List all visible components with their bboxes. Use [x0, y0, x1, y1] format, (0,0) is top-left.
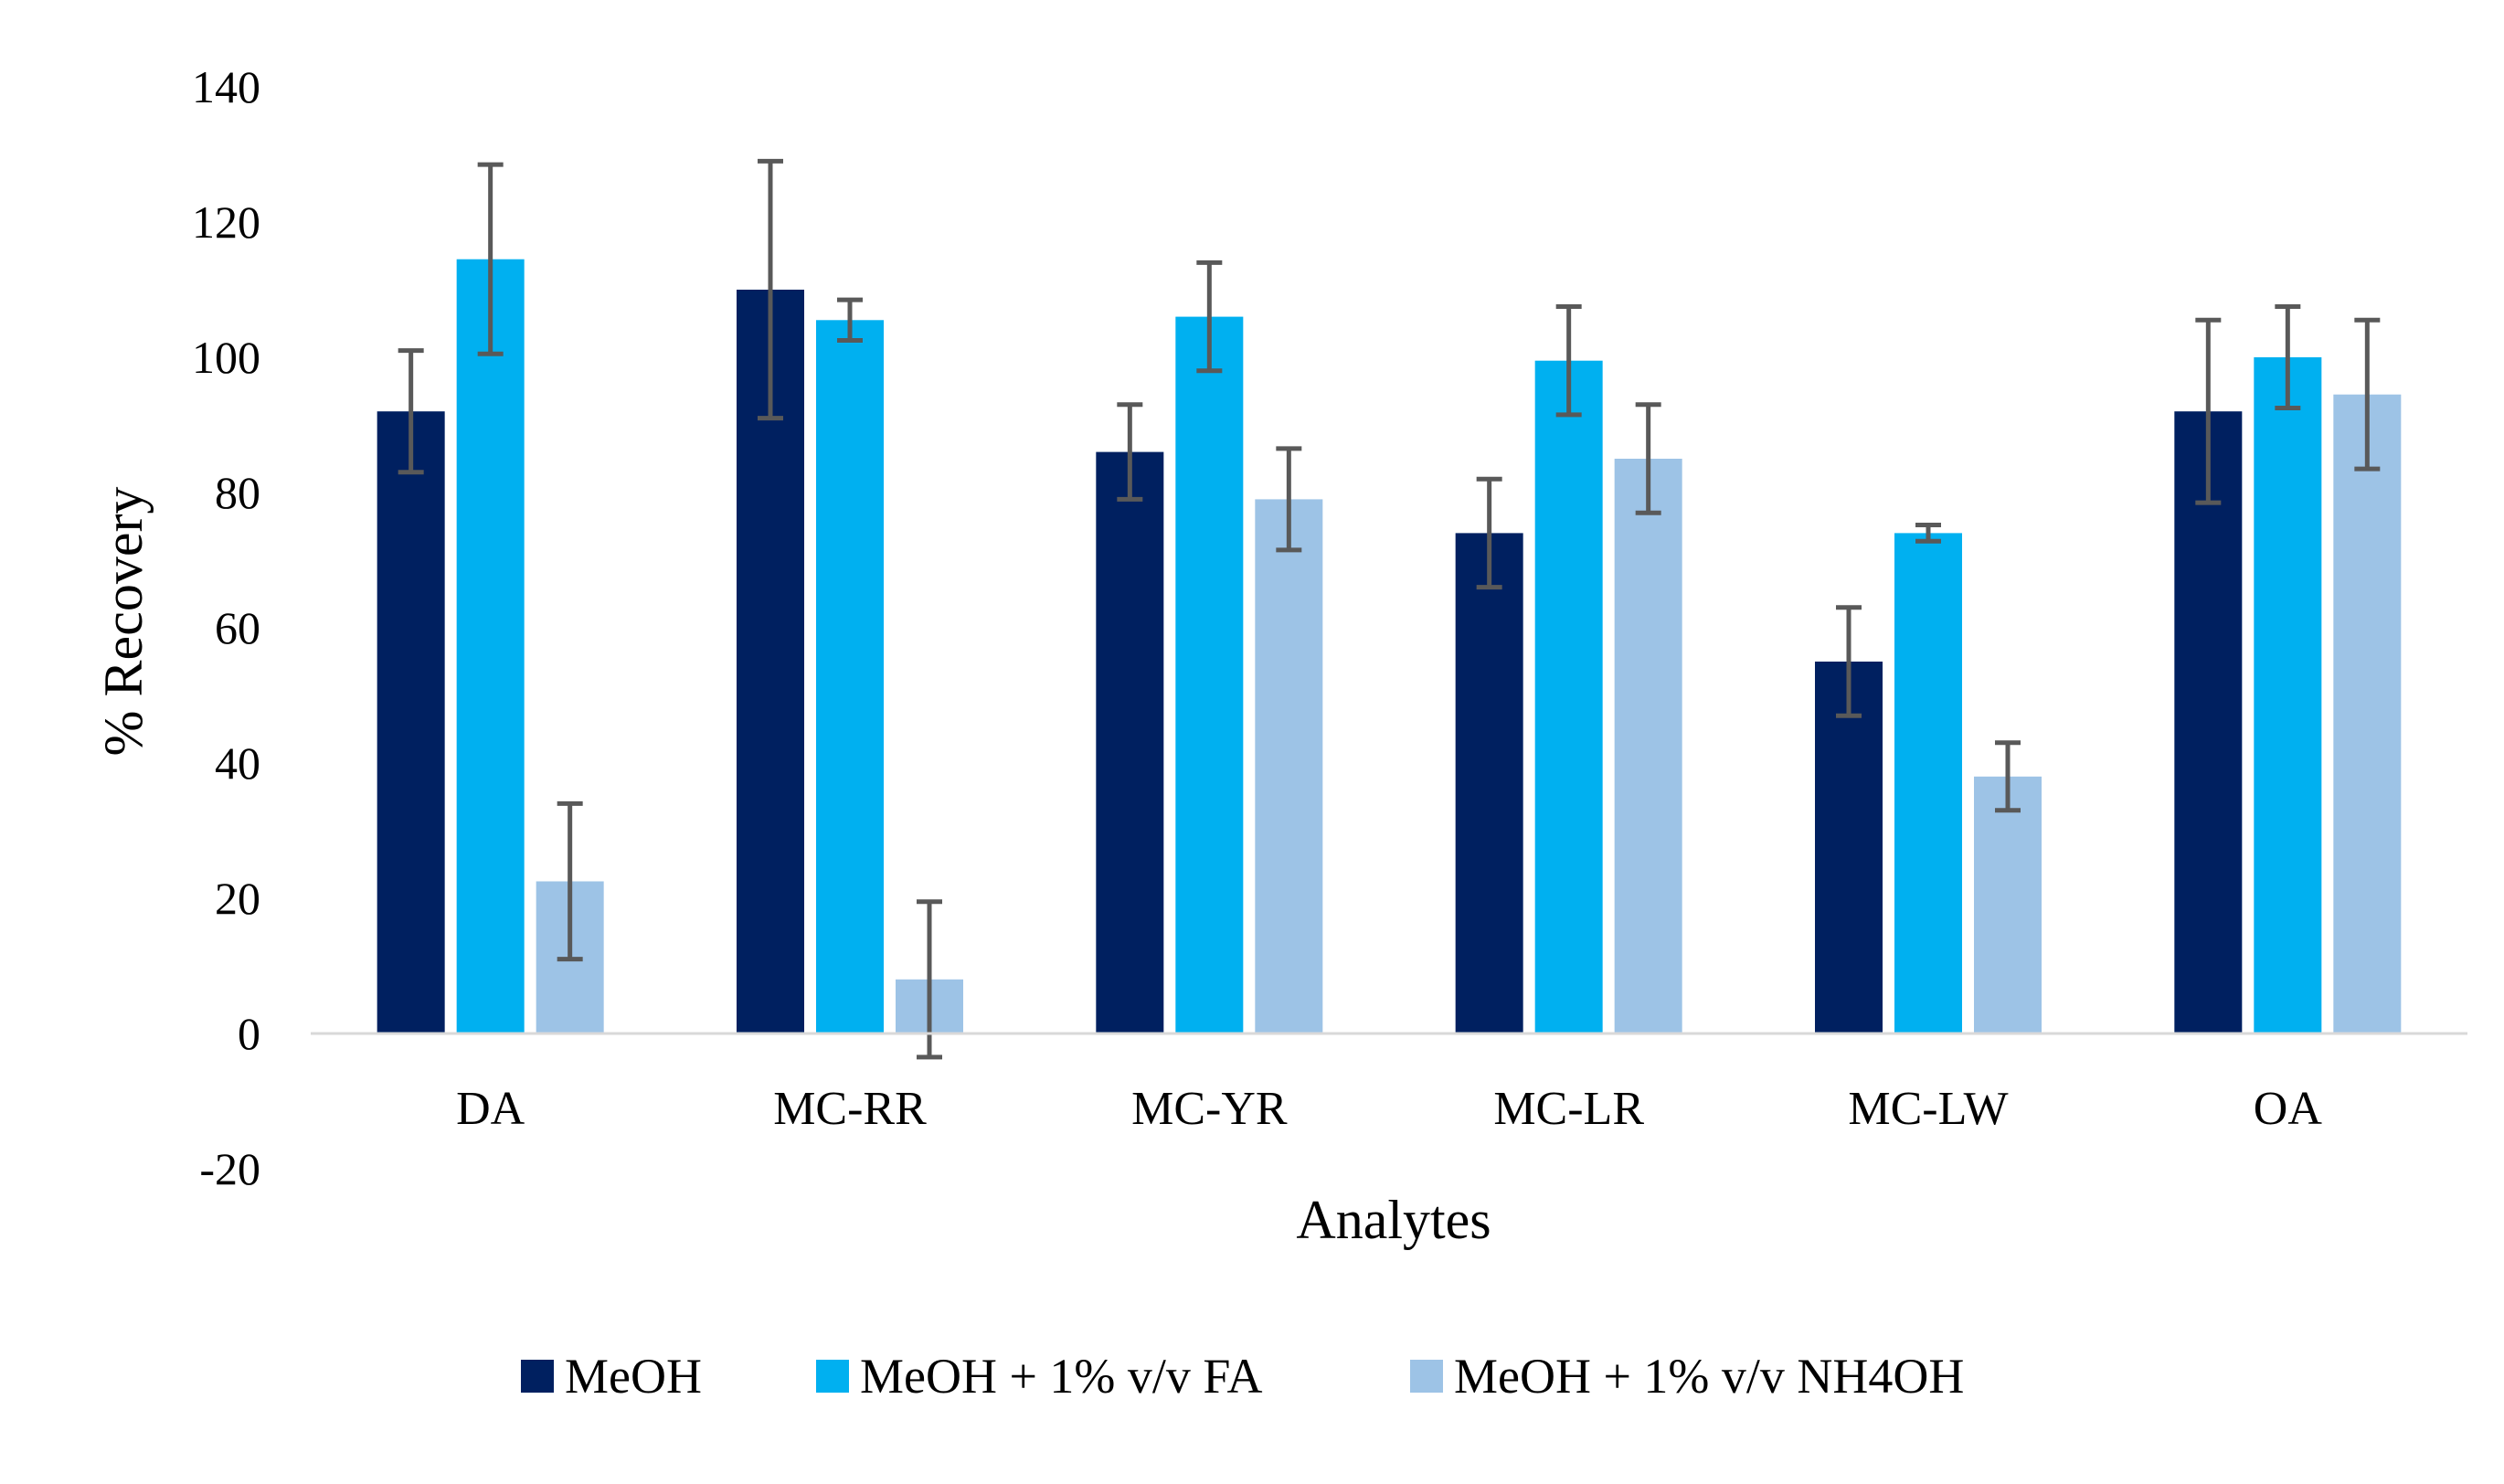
bar: [816, 320, 884, 1034]
x-category-label: DA: [456, 1083, 525, 1135]
bar: [1255, 499, 1323, 1034]
bar: [1534, 360, 1603, 1034]
x-category-label: MC-YR: [1131, 1083, 1288, 1135]
y-tick-label: 80: [215, 467, 260, 518]
y-tick-label: 120: [192, 196, 260, 248]
bar: [2174, 411, 2243, 1034]
y-tick-label: 60: [215, 602, 260, 653]
y-tick-label: 140: [192, 61, 260, 112]
bar: [1974, 776, 2042, 1034]
bar: [1175, 316, 1244, 1034]
bar: [456, 259, 525, 1034]
x-axis-categories: DA MC-RR MC-YR MC-LR MC-LW OA: [456, 1083, 2322, 1135]
legend-swatch: [1410, 1360, 1443, 1393]
legend-label: MeOH + 1% v/v FA: [860, 1349, 1262, 1404]
bars-group: [377, 259, 2402, 1034]
bar: [2333, 394, 2402, 1034]
legend-swatch: [816, 1360, 849, 1393]
bar: [377, 411, 445, 1034]
x-category-label: OA: [2254, 1083, 2323, 1135]
bar: [1815, 662, 1883, 1034]
x-category-label: MC-LW: [1848, 1083, 2008, 1135]
y-tick-label: -20: [199, 1143, 260, 1194]
y-axis-title: % Recovery: [93, 487, 154, 757]
y-tick-label: 20: [215, 873, 260, 924]
legend-label: MeOH + 1% v/v NH4OH: [1454, 1349, 1964, 1404]
bar: [2254, 357, 2322, 1034]
bar: [1096, 451, 1164, 1034]
bar: [1894, 533, 1962, 1034]
bar: [1455, 533, 1523, 1034]
legend: MeOH MeOH + 1% v/v FA MeOH + 1% v/v NH4OH: [521, 1349, 1964, 1404]
bar: [1614, 459, 1682, 1034]
y-tick-label: 100: [192, 332, 260, 383]
legend-label: MeOH: [565, 1349, 702, 1404]
y-tick-label: 40: [215, 737, 260, 789]
y-tick-label: 0: [238, 1008, 260, 1059]
x-category-label: MC-LR: [1493, 1083, 1644, 1135]
y-axis-ticks: -20 0 20 40 60 80 100 120 140: [192, 61, 260, 1194]
error-bars-group: [398, 158, 2381, 1060]
legend-swatch: [521, 1360, 554, 1393]
x-axis-title: Analytes: [1296, 1190, 1491, 1250]
x-category-label: MC-RR: [773, 1083, 927, 1135]
